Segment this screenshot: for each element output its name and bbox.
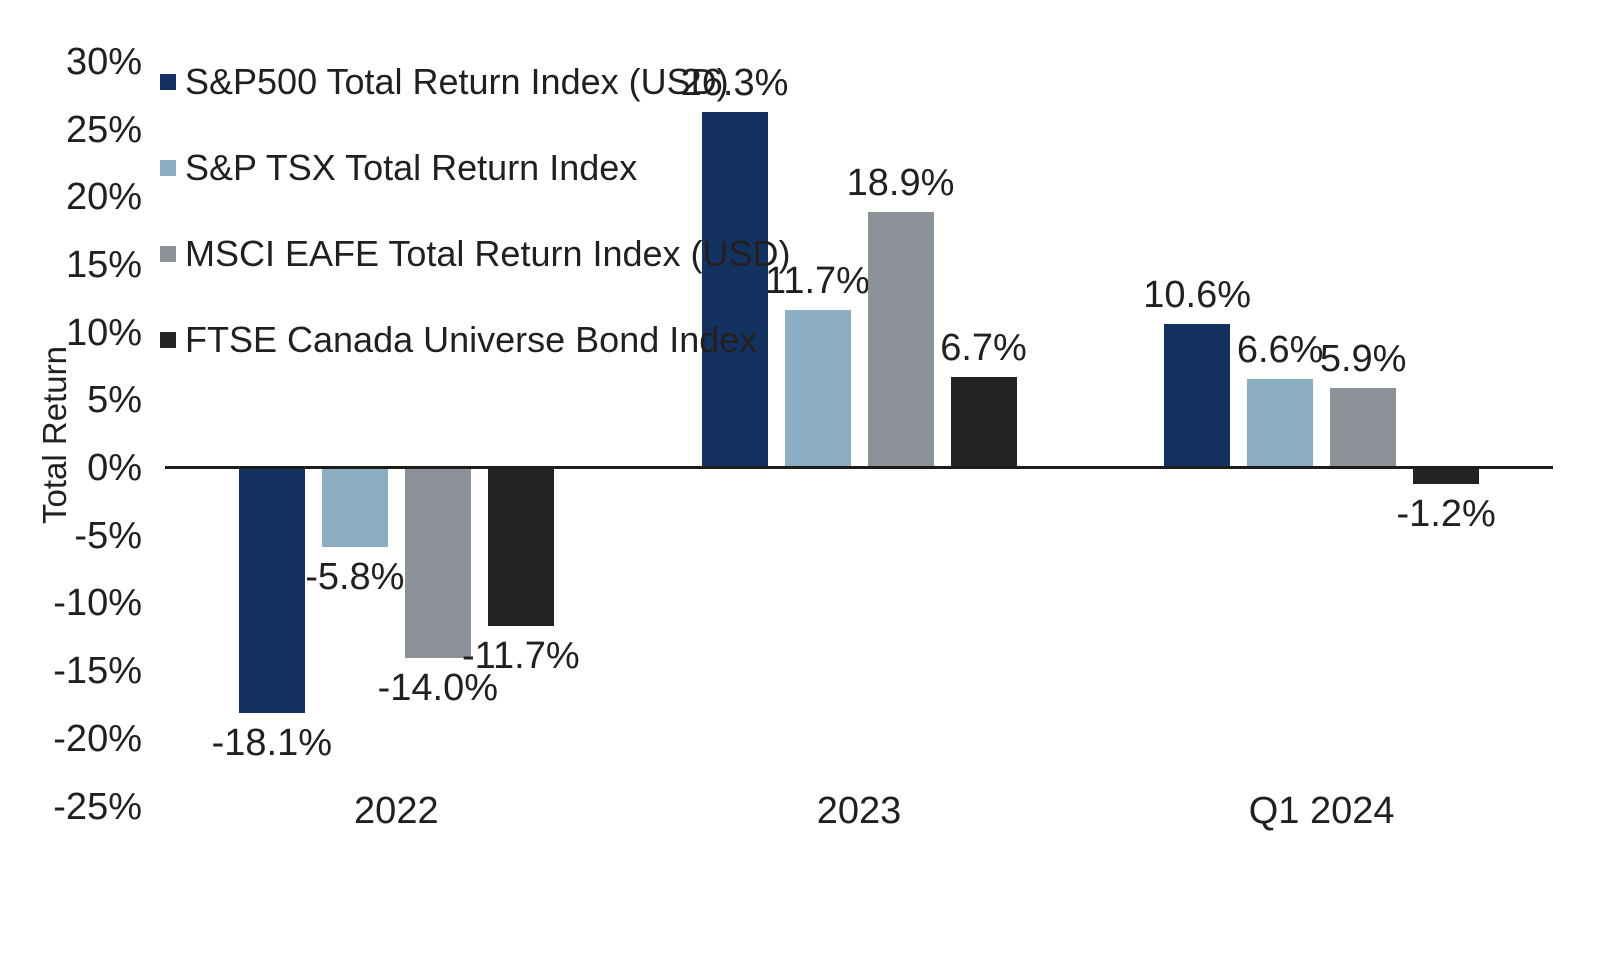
y-axis-title: Total Return: [36, 346, 73, 524]
y-tick-label: 25%: [65, 108, 142, 151]
bar-s1-2023: [701, 111, 768, 468]
x-axis-line: [165, 466, 1553, 469]
value-label: 18.9%: [846, 162, 955, 205]
bar-s2-2023: [784, 309, 851, 468]
value-label: 6.6%: [1236, 328, 1324, 371]
value-label: 26.3%: [680, 61, 789, 104]
y-tick-label: 20%: [65, 176, 142, 219]
value-label: 10.6%: [1143, 274, 1252, 317]
legend-item: FTSE Canada Universe Bond Index: [160, 318, 757, 362]
legend-item: MSCI EAFE Total Return Index (USD): [160, 232, 791, 276]
value-label: 11.7%: [765, 259, 870, 302]
bar-s1-2022: [238, 468, 305, 714]
legend-swatch: [160, 246, 176, 262]
y-tick-label: 10%: [65, 311, 142, 354]
legend-swatch: [160, 160, 176, 176]
value-label: -14.0%: [377, 666, 499, 709]
y-tick-label: -5%: [74, 514, 142, 557]
value-label: 6.7%: [940, 327, 1027, 370]
value-label: -18.1%: [211, 722, 333, 765]
legend-swatch: [160, 74, 176, 90]
bar-s4-2023: [950, 377, 1017, 468]
value-label: -1.2%: [1396, 493, 1496, 536]
y-tick-label: -10%: [53, 582, 142, 625]
category-label: 2022: [354, 790, 439, 832]
legend-item: S&P TSX Total Return Index: [160, 146, 637, 190]
value-label: -5.8%: [305, 555, 405, 598]
legend-item: S&P500 Total Return Index (USD): [160, 60, 729, 104]
y-tick-label: -15%: [53, 650, 142, 693]
bar-s1-q12024: [1164, 324, 1231, 468]
category-label: Q1 2024: [1248, 790, 1395, 832]
bar-s4-2022: [487, 468, 554, 627]
bar-s3-q12024: [1330, 388, 1397, 468]
value-label: 5.9%: [1319, 338, 1407, 381]
y-tick-label: 30%: [65, 40, 142, 83]
bar-s3-2023: [867, 212, 934, 468]
y-tick-label: -25%: [53, 785, 142, 828]
category-label: 2023: [816, 790, 902, 832]
y-tick-label: 15%: [65, 243, 142, 286]
bar-s4-q12024: [1413, 468, 1480, 485]
legend-label: FTSE Canada Universe Bond Index: [185, 319, 758, 360]
bar-s2-2022: [321, 468, 388, 547]
y-tick-label: 0%: [87, 447, 142, 489]
value-label: -11.7%: [462, 635, 580, 678]
legend-label: S&P500 Total Return Index (USD): [185, 61, 729, 102]
legend-label: S&P TSX Total Return Index: [185, 147, 638, 188]
y-tick-label: 5%: [87, 379, 142, 422]
bar-s2-q12024: [1247, 378, 1314, 468]
bar-s3-2022: [404, 468, 471, 658]
legend-label: MSCI EAFE Total Return Index (USD): [185, 233, 791, 274]
y-tick-label: -20%: [53, 717, 142, 760]
legend-swatch: [160, 332, 176, 348]
